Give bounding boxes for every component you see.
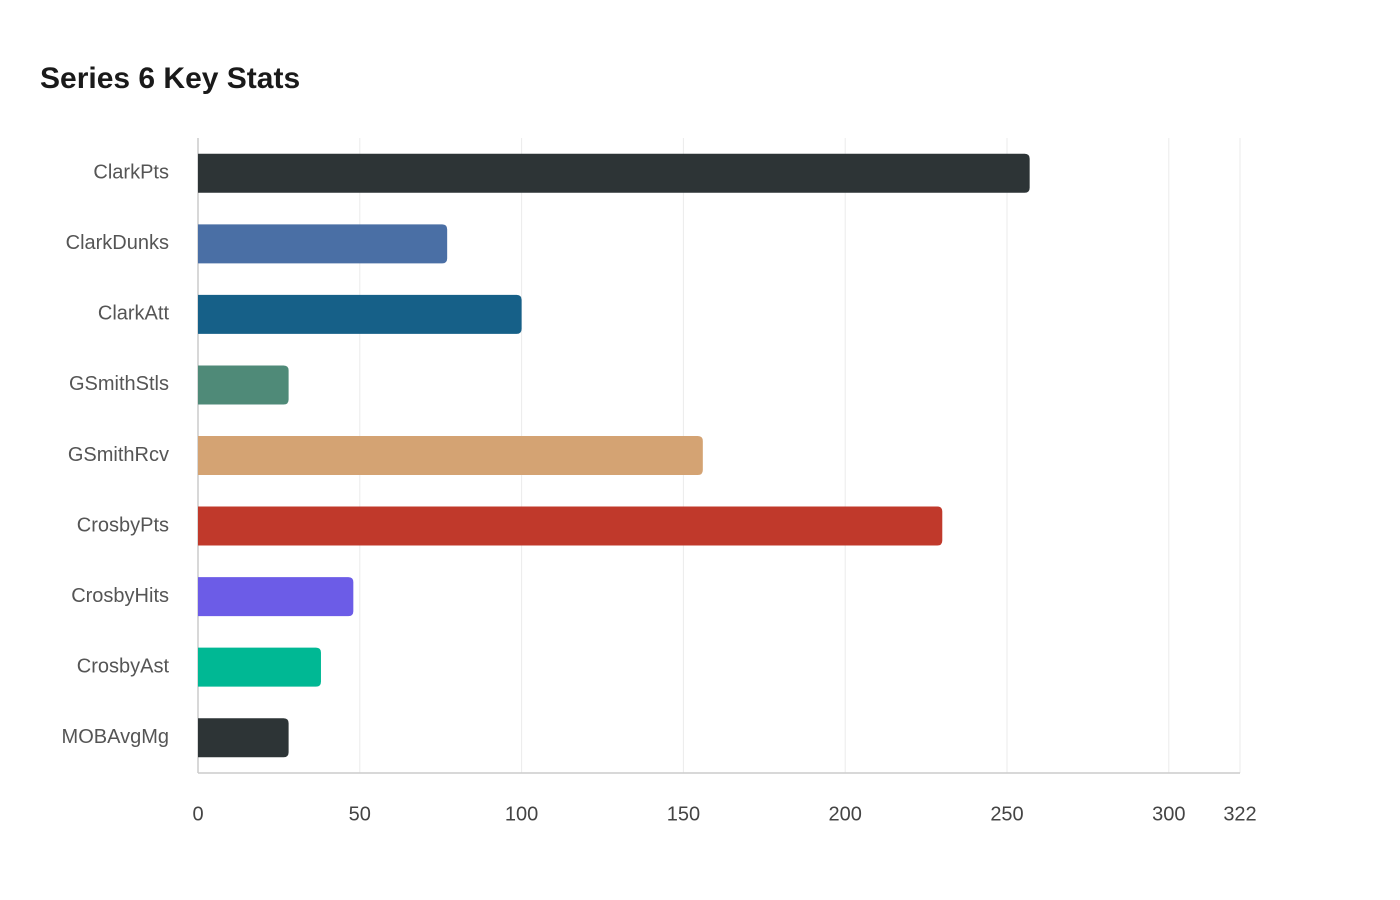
bar — [198, 365, 289, 405]
y-tick-label: CrosbyPts — [77, 514, 169, 536]
y-tick-label: CrosbyAst — [77, 655, 170, 677]
x-tick-label: 100 — [505, 803, 538, 825]
bar — [198, 647, 321, 687]
bar — [198, 506, 943, 546]
bar — [198, 577, 354, 617]
chart-title: Series 6 Key Stats — [40, 62, 300, 95]
x-tick-label: 322 — [1223, 803, 1256, 825]
y-tick-label: MOBAvgMg — [62, 726, 169, 748]
x-tick-label: 200 — [829, 803, 862, 825]
y-tick-label: GSmithRcv — [68, 444, 169, 466]
y-tick-label: ClarkAtt — [98, 303, 170, 325]
x-tick-label: 150 — [667, 803, 700, 825]
bar — [198, 294, 522, 334]
bar — [198, 718, 289, 758]
x-tick-label: 250 — [990, 803, 1023, 825]
x-tick-label: 50 — [349, 803, 371, 825]
x-tick-label: 0 — [192, 803, 203, 825]
y-tick-label: ClarkDunks — [66, 232, 169, 254]
y-tick-label: CrosbyHits — [71, 585, 169, 607]
bar — [198, 153, 1030, 193]
y-tick-label: GSmithStls — [69, 373, 169, 395]
y-tick-label: ClarkPts — [93, 162, 169, 184]
x-tick-label: 300 — [1152, 803, 1185, 825]
bar — [198, 224, 448, 264]
bar — [198, 436, 703, 475]
